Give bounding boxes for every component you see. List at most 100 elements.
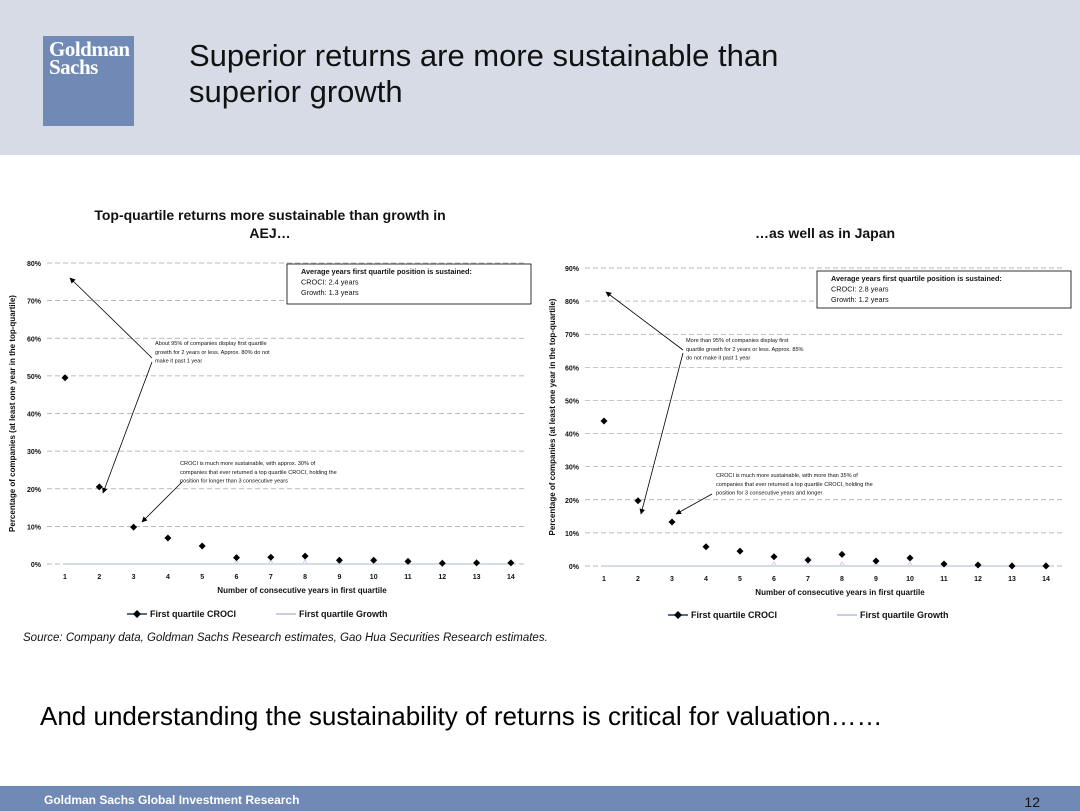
x-tick-label: 6 bbox=[235, 574, 239, 581]
x-tick-label: 11 bbox=[404, 574, 412, 581]
x-tick-label: 13 bbox=[473, 574, 481, 581]
x-tick-label: 7 bbox=[806, 576, 810, 583]
x-tick-label: 2 bbox=[97, 574, 101, 581]
growth-note-line2: growth for 2 years or less. Approx. 80% … bbox=[155, 350, 270, 356]
chart-title-aej: Top-quartile returns more sustainable th… bbox=[60, 206, 480, 242]
growth-legend-icon bbox=[837, 614, 858, 616]
x-tick-label: 12 bbox=[438, 574, 446, 581]
y-tick-label: 10% bbox=[565, 531, 580, 538]
y-axis-label: Percentage of companies (at least one ye… bbox=[8, 295, 17, 532]
croci-note-line2: companies that ever returned a top quart… bbox=[180, 470, 337, 476]
annotation-arrow bbox=[605, 291, 684, 351]
x-tick-label: 5 bbox=[200, 574, 204, 581]
y-tick-label: 40% bbox=[565, 432, 580, 439]
footer-band: Goldman Sachs Global Investment Research… bbox=[0, 786, 1080, 811]
y-tick-label: 40% bbox=[27, 412, 42, 419]
croci-point bbox=[634, 497, 642, 505]
source-note: Source: Company data, Goldman Sachs Rese… bbox=[23, 632, 548, 644]
x-axis-label: Number of consecutive years in first qua… bbox=[755, 588, 925, 597]
croci-point bbox=[438, 559, 446, 567]
growth-point bbox=[302, 559, 308, 564]
growth-note-line2: quartile growth for 2 years or less. App… bbox=[686, 347, 804, 353]
chart-title-aej-line2: AEJ… bbox=[249, 225, 291, 241]
croci-point bbox=[804, 556, 812, 564]
annotation-arrow bbox=[639, 352, 684, 515]
average-years-box bbox=[286, 263, 532, 305]
croci-point bbox=[838, 550, 846, 558]
x-axis-label: Number of consecutive years in first qua… bbox=[217, 586, 387, 595]
croci-legend-icon bbox=[668, 611, 688, 619]
chart-title-japan: …as well as in Japan bbox=[700, 224, 950, 242]
croci-point bbox=[335, 556, 343, 564]
croci-point bbox=[1042, 562, 1050, 570]
average-years-text-line3: Growth: 1.2 years bbox=[831, 295, 889, 304]
tagline: And understanding the sustainability of … bbox=[40, 701, 883, 731]
average-years-text-line1: Average years first quartile position is… bbox=[301, 267, 472, 276]
y-tick-label: 60% bbox=[27, 336, 42, 343]
y-tick-label: 80% bbox=[565, 299, 580, 306]
croci-point bbox=[198, 542, 206, 550]
croci-point bbox=[668, 518, 676, 526]
annotation-arrow bbox=[102, 361, 153, 494]
aej-legend-croci: First quartile CROCI bbox=[150, 609, 237, 619]
x-tick-label: 1 bbox=[63, 574, 67, 581]
croci-note-line2: companies that ever returned a top quart… bbox=[716, 482, 873, 488]
x-tick-label: 8 bbox=[303, 574, 307, 581]
x-tick-label: 13 bbox=[1008, 576, 1016, 583]
y-tick-label: 30% bbox=[565, 465, 580, 472]
croci-point bbox=[61, 374, 69, 382]
croci-legend-icon bbox=[127, 610, 147, 618]
chart-title-aej-line1: Top-quartile returns more sustainable th… bbox=[94, 207, 446, 223]
x-tick-label: 9 bbox=[337, 574, 341, 581]
x-tick-label: 4 bbox=[704, 576, 708, 583]
x-tick-label: 2 bbox=[636, 576, 640, 583]
chart-title-japan-line1: …as well as in Japan bbox=[754, 225, 896, 241]
croci-point bbox=[974, 561, 982, 569]
x-tick-label: 14 bbox=[507, 574, 515, 581]
croci-point bbox=[404, 557, 412, 565]
croci-point bbox=[872, 557, 880, 565]
growth-note-line1: About 95% of companies display first qua… bbox=[155, 341, 267, 347]
growth-note-line3: do not make it past 1 year bbox=[686, 356, 751, 362]
croci-point bbox=[770, 553, 778, 561]
x-tick-label: 10 bbox=[370, 574, 378, 581]
annotation-arrow bbox=[675, 493, 713, 515]
y-tick-label: 20% bbox=[27, 487, 42, 494]
y-axis-label: Percentage of companies (at least one ye… bbox=[548, 298, 557, 535]
croci-point bbox=[600, 417, 608, 425]
y-tick-label: 70% bbox=[565, 332, 580, 339]
croci-point bbox=[736, 547, 744, 555]
y-tick-label: 20% bbox=[565, 498, 580, 505]
x-tick-label: 6 bbox=[772, 576, 776, 583]
aej-legend-growth: First quartile Growth bbox=[299, 609, 388, 619]
croci-note-line1: CROCI is much more sustainable, with app… bbox=[180, 461, 316, 467]
japan-legend-croci: First quartile CROCI bbox=[691, 610, 778, 620]
aej-legend: First quartile CROCI First quartile Grow… bbox=[127, 609, 388, 619]
slide-title-line1: Superior returns are more sustainable th… bbox=[189, 38, 779, 73]
y-tick-label: 30% bbox=[27, 449, 42, 456]
average-years-text-line2: CROCI: 2.8 years bbox=[831, 285, 889, 294]
y-tick-label: 90% bbox=[565, 266, 580, 273]
croci-point bbox=[906, 554, 914, 562]
croci-point bbox=[507, 559, 515, 567]
x-tick-label: 7 bbox=[269, 574, 273, 581]
average-years-box bbox=[816, 270, 1072, 309]
growth-note-line3: make it past 1 year bbox=[155, 359, 202, 365]
x-tick-label: 12 bbox=[974, 576, 982, 583]
annotation-arrow bbox=[69, 277, 153, 359]
y-tick-label: 80% bbox=[27, 261, 42, 268]
japan-chart: 0%10%20%30%40%50%60%70%80%90%1 2 3 4 5 6 7 8 9 10… bbox=[548, 266, 1072, 597]
y-tick-label: 0% bbox=[31, 562, 42, 569]
croci-point bbox=[164, 534, 172, 542]
goldman-sachs-logo: Goldman Sachs bbox=[43, 36, 134, 126]
croci-point bbox=[301, 552, 309, 560]
x-tick-label: 10 bbox=[906, 576, 914, 583]
y-tick-label: 10% bbox=[27, 524, 42, 531]
average-years-text-line3: Growth: 1.3 years bbox=[301, 288, 359, 297]
croci-point bbox=[473, 559, 481, 567]
croci-point bbox=[233, 554, 240, 562]
x-tick-label: 1 bbox=[602, 576, 606, 583]
croci-note-line3: position for 3 consecutive years and lon… bbox=[716, 491, 822, 497]
x-tick-label: 4 bbox=[166, 574, 170, 581]
croci-point bbox=[1008, 562, 1016, 570]
